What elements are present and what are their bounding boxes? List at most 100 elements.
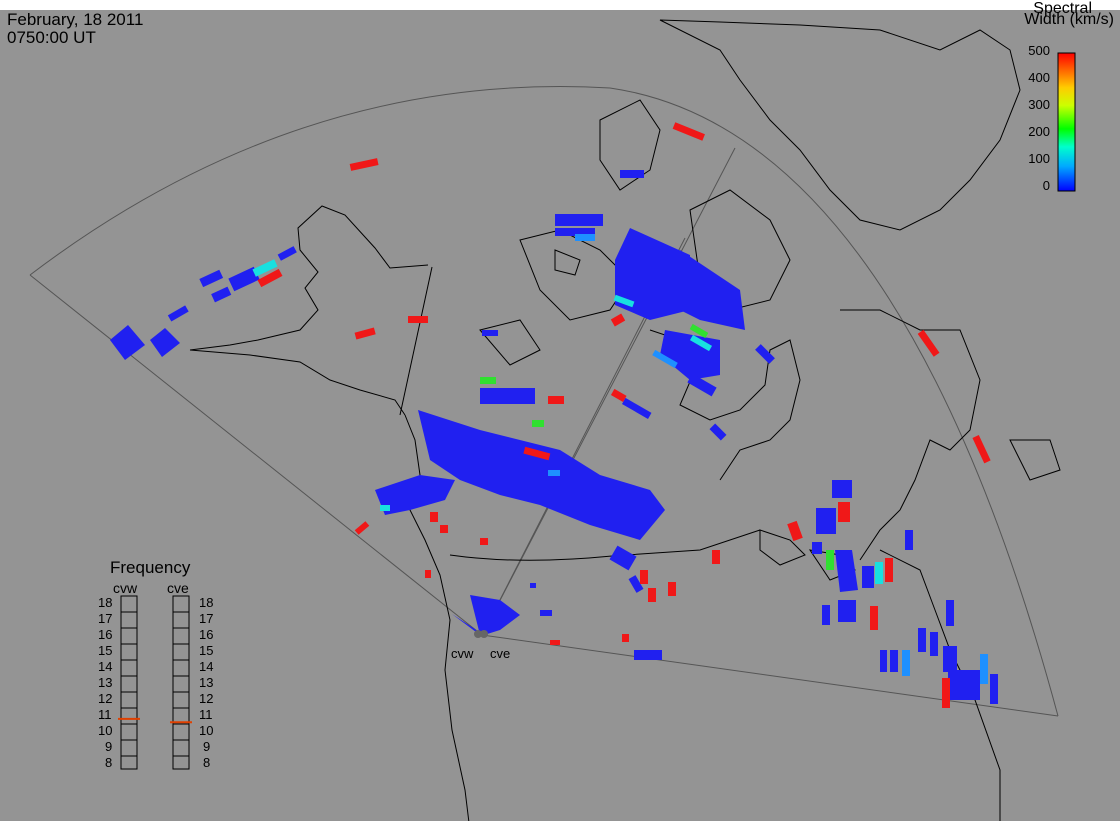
echo-cell (622, 397, 652, 419)
echo-cell (575, 234, 595, 241)
freq-tick-right: 18 (199, 595, 214, 610)
echo-cell (832, 480, 852, 498)
frequency-radar-cvw: cvw (113, 580, 138, 596)
echo-cell (870, 606, 878, 630)
freq-tick-left: 17 (98, 611, 113, 626)
echo-fan (452, 595, 520, 635)
coast-arctic-4 (479, 319, 541, 366)
echo-cell (648, 588, 656, 602)
echo-cell (610, 388, 627, 402)
field-of-view (29, 86, 1059, 717)
echo-cell (634, 650, 662, 660)
echo-cell (787, 520, 803, 542)
echo-cell (689, 323, 709, 339)
colorbar-gradient (1057, 52, 1076, 192)
echo-cell (610, 313, 626, 327)
radar-site-cve (480, 630, 488, 638)
echo-cell (980, 654, 988, 684)
echo-cell (277, 246, 297, 261)
coast-newfoundland (1009, 439, 1061, 481)
echo-cell (548, 396, 564, 404)
echo-cell (990, 674, 998, 704)
coastlines (189, 19, 1061, 821)
echoes-blue (110, 170, 998, 704)
echo-cell (948, 670, 980, 700)
echo-cell (712, 550, 720, 564)
echo-cell (943, 646, 957, 672)
echo-region (835, 550, 858, 592)
frequency-scale-cvw (120, 595, 138, 770)
echo-cell (622, 634, 629, 642)
fov-left-edge (29, 274, 483, 636)
echo-cell (349, 158, 379, 171)
freq-tick-left: 12 (98, 691, 113, 706)
echo-cell (252, 259, 278, 277)
freq-tick-right: 13 (199, 675, 214, 690)
echo-cell (972, 435, 991, 464)
echo-cell (609, 545, 637, 571)
echo-cell (930, 632, 938, 656)
echoes-sky (548, 234, 988, 684)
date-label: February, 18 2011 (7, 10, 144, 29)
echo-cell (672, 122, 705, 141)
echo-cell (755, 344, 775, 364)
frequency-scale-cve (172, 595, 190, 770)
echo-cell (530, 583, 536, 588)
freq-tick-left: 9 (105, 739, 113, 754)
echo-cell (440, 525, 448, 533)
freq-tick-right: 10 (199, 723, 214, 738)
echoes-cyan (252, 259, 883, 584)
freq-tick-left: 10 (98, 723, 113, 738)
border-alaska (399, 266, 433, 416)
echo-cell (862, 566, 874, 588)
coast-west (404, 414, 470, 821)
echo-cell (480, 388, 535, 404)
echo-cell (532, 420, 544, 427)
coast-arctic-2 (599, 99, 661, 191)
coast-labrador (840, 309, 981, 561)
fov-arc (29, 86, 1059, 717)
echo-cell (838, 600, 856, 622)
echo-cell (816, 508, 836, 534)
freq-tick-right: 15 (199, 643, 214, 658)
echo-cell (826, 550, 834, 570)
echo-cell (668, 582, 676, 596)
colorbar-tick: 400 (1028, 70, 1050, 85)
echo-cell (257, 268, 283, 288)
freq-tick-left: 18 (98, 595, 113, 610)
echo-cell (199, 269, 224, 288)
radar-site-cvw (474, 630, 482, 638)
echo-cell (354, 327, 376, 340)
freq-tick-left: 14 (98, 659, 113, 674)
echoes-green (480, 323, 834, 570)
echo-cell (550, 640, 560, 645)
echo-cell (687, 373, 717, 397)
echo-cell (946, 600, 954, 626)
fov-bottom-edge (481, 634, 1059, 717)
echo-cell (689, 334, 713, 352)
echo-cell (482, 330, 498, 336)
echo-cell (613, 294, 635, 308)
echo-cell (902, 650, 910, 676)
coast-alaska (189, 205, 429, 351)
echo-cell (890, 650, 898, 672)
echo-cell (425, 570, 431, 578)
echo-cell (838, 502, 850, 522)
coast-east (879, 549, 1001, 821)
echo-cell (885, 558, 893, 582)
coast-alaska-south (189, 349, 406, 416)
echo-cell (540, 610, 552, 616)
echo-cell (167, 305, 189, 322)
echo-cell (211, 286, 232, 303)
freq-tick-right: 9 (203, 739, 211, 754)
echo-cell (652, 349, 678, 369)
freq-tick-right: 11 (199, 707, 213, 722)
freq-tick-right: 14 (199, 659, 214, 674)
coast-arctic-5 (554, 249, 581, 276)
echo-cell (812, 542, 822, 554)
echoes-red (257, 122, 991, 708)
freq-tick-left: 15 (98, 643, 113, 658)
echo-cell (942, 678, 950, 708)
echo-cell (548, 470, 560, 476)
